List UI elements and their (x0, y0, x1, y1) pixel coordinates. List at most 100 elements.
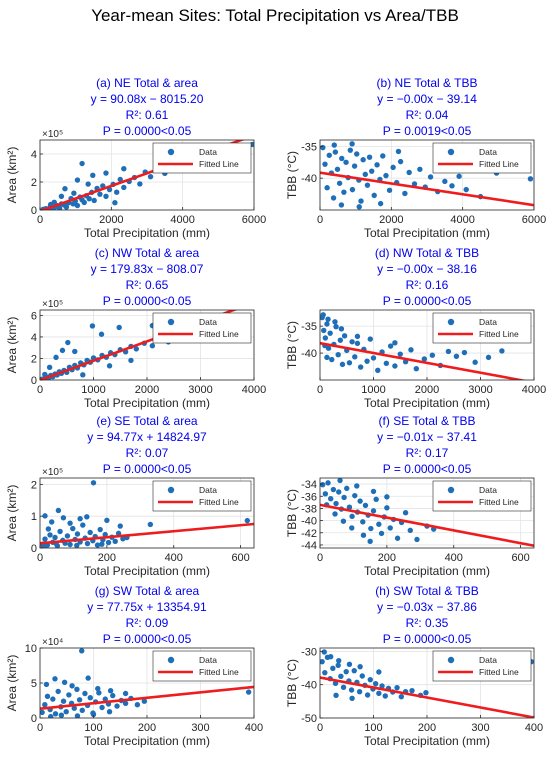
x-axis-label: Total Precipitation (mm) (364, 226, 490, 240)
data-point (360, 157, 366, 163)
data-point (359, 673, 365, 679)
data-point (364, 182, 371, 188)
data-point (346, 360, 353, 366)
data-point (383, 360, 390, 367)
axes-frame (319, 139, 535, 211)
x-axis-label: Total Precipitation (mm) (364, 396, 490, 410)
x-tick-label: 0 (317, 552, 323, 564)
data-point (387, 525, 393, 531)
data-point (61, 679, 68, 685)
data-point (333, 500, 339, 507)
data-point (370, 488, 377, 495)
legend-marker-data (447, 656, 455, 664)
y-tick-label: 10 (25, 643, 37, 655)
data-point (97, 526, 103, 533)
data-point (106, 709, 113, 715)
data-point (341, 494, 347, 501)
y-tick-label: -42 (301, 528, 317, 540)
data-point (449, 183, 455, 189)
subplot-title-line: (g) SW Total & area (95, 584, 200, 598)
data-point (369, 168, 375, 174)
legend-label-data: Data (199, 655, 217, 665)
subplot-title-line: R²: 0.17 (406, 446, 449, 460)
data-point (86, 195, 92, 202)
x-axis-label: Total Precipitation (mm) (84, 396, 210, 410)
data-point (112, 538, 118, 545)
data-point (105, 539, 112, 546)
data-point (327, 330, 333, 336)
data-point (89, 323, 96, 329)
scatter-points (320, 141, 534, 210)
x-tick-label: 3000 (468, 384, 492, 396)
legend-label-data: Data (199, 317, 217, 327)
data-point (370, 508, 377, 514)
data-point (62, 186, 68, 192)
data-point (141, 698, 148, 704)
data-point (376, 521, 382, 527)
x-tick-label: 100 (84, 722, 102, 734)
y-tick-label: -40 (301, 348, 317, 360)
data-point (117, 523, 123, 529)
legend-marker-data (167, 318, 175, 326)
data-point (322, 335, 329, 341)
data-point (398, 693, 405, 700)
x-axis-label: Total Precipitation (mm) (84, 226, 210, 240)
data-point (56, 205, 63, 210)
data-point (332, 319, 338, 325)
data-point (330, 195, 337, 201)
subplot-g: (g) SW Total & area y = 77.75x + 13354.91… (5, 584, 263, 748)
x-tick-label: 6000 (522, 214, 546, 226)
data-point (94, 542, 101, 548)
scatter-points (320, 312, 505, 374)
data-point (90, 711, 97, 718)
data-point (55, 507, 62, 514)
data-point (325, 480, 331, 486)
data-point (57, 528, 63, 535)
subplot-title-line: P = 0.0000<0.05 (383, 294, 472, 308)
subplot-e: (e) SE Total & area y = 94.77x + 14824.97… (5, 414, 255, 578)
data-point (334, 166, 341, 172)
subplot-title-line: y = −0.00x − 38.16 (377, 262, 477, 276)
data-point (50, 696, 56, 702)
subplot-title-line: R²: 0.09 (126, 616, 169, 630)
data-point (472, 359, 478, 365)
data-point (328, 653, 334, 660)
data-point (329, 356, 335, 363)
x-tick-label: 600 (231, 552, 249, 564)
legend-marker-data (167, 656, 175, 664)
data-point (97, 191, 103, 197)
y-axis-label: Area (km²) (5, 655, 19, 712)
data-point (344, 485, 350, 492)
data-point (442, 178, 448, 185)
data-point (343, 159, 349, 165)
data-point (453, 353, 460, 360)
data-point (336, 180, 343, 186)
data-point (357, 364, 364, 370)
x-tick-label: 0 (37, 552, 43, 564)
data-point (91, 197, 97, 204)
data-point (115, 530, 122, 537)
data-point (414, 536, 420, 543)
data-point (134, 702, 141, 708)
legend-marker-data (167, 148, 175, 156)
data-point (147, 173, 154, 180)
data-point (74, 202, 81, 209)
x-tick-label: 4000 (242, 384, 266, 396)
legend-label-fit: Fitted Line (479, 329, 519, 339)
data-point (46, 364, 53, 370)
y-tick-label: -38 (301, 503, 317, 515)
data-point (456, 173, 462, 179)
data-point (324, 185, 330, 191)
y-tick-label: 4 (31, 332, 37, 344)
x-axis-label: Total Precipitation (mm) (84, 734, 210, 748)
data-point (413, 365, 419, 372)
data-point (320, 312, 326, 318)
data-point (55, 688, 61, 695)
y-axis-label: Area (km²) (5, 147, 19, 204)
data-point (320, 144, 326, 151)
x-tick-label: 100 (364, 722, 382, 734)
subplot-title-line: (c) NW Total & area (95, 246, 200, 260)
data-point (82, 690, 88, 697)
data-point (90, 172, 96, 178)
data-point (43, 681, 50, 688)
